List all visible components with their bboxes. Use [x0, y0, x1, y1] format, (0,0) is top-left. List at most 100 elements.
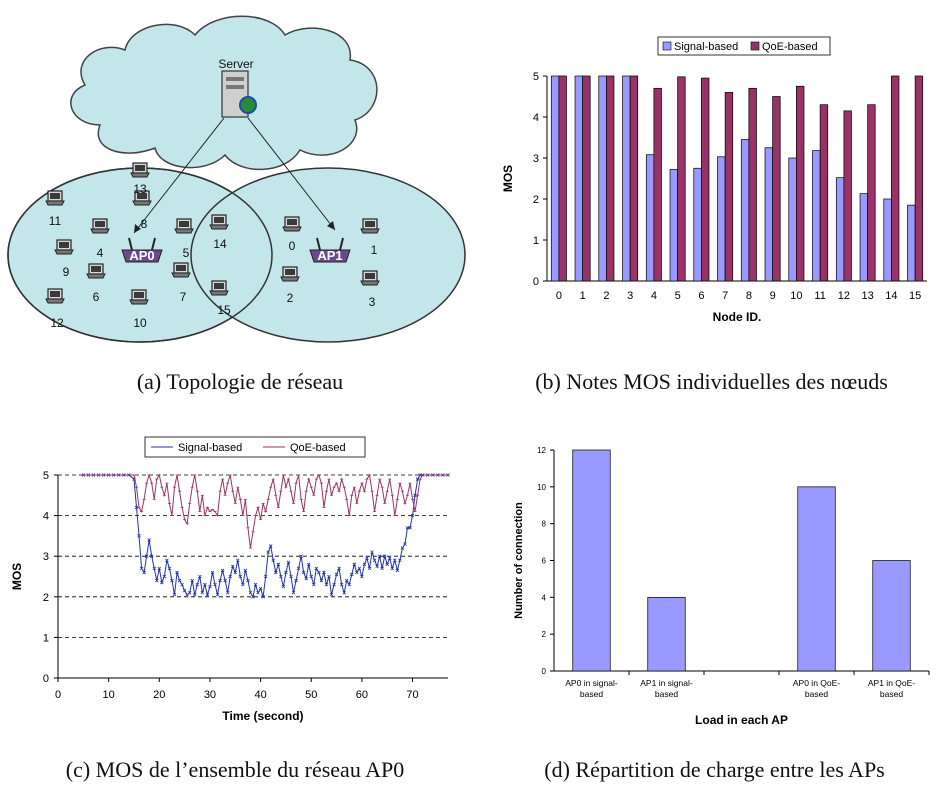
y-tick-label: 1 — [533, 235, 539, 247]
node-label-4: 4 — [97, 246, 104, 260]
node-label-13: 13 — [133, 182, 147, 196]
point-signal — [256, 590, 260, 595]
y-tick-label: 2 — [43, 592, 49, 604]
point-signal — [177, 578, 182, 583]
laptop-icon — [86, 263, 106, 279]
point-signal — [268, 544, 273, 548]
laptop-icon — [282, 216, 302, 232]
point-signal — [387, 556, 392, 561]
point-signal — [274, 570, 278, 575]
point-signal — [296, 566, 301, 571]
bar-qoe-node-7 — [724, 92, 734, 282]
point-signal — [152, 566, 157, 571]
bar-signal-node-6 — [693, 167, 702, 282]
point-signal — [149, 554, 154, 558]
legend: Signal-based QoE-based — [144, 436, 366, 458]
point-signal — [377, 554, 382, 558]
point-signal — [215, 592, 220, 597]
y-axis-label: Number of connection — [513, 502, 525, 619]
point-signal — [324, 582, 329, 587]
point-signal — [329, 592, 334, 597]
y-tick-label: 0 — [542, 667, 547, 676]
bar-qoe-node-11 — [819, 104, 829, 282]
point-signal — [347, 582, 352, 587]
x-tick-label: 4 — [651, 290, 657, 302]
x-tick-label: 0 — [556, 290, 562, 302]
point-signal — [319, 578, 324, 583]
x-axis-label: Time (second) — [222, 709, 303, 723]
y-tick-label: 6 — [542, 557, 547, 566]
ap0-router-icon — [121, 237, 163, 263]
y-tick-label: 4 — [533, 112, 539, 124]
point-signal — [410, 513, 415, 518]
y-tick-label: 8 — [542, 520, 547, 529]
point-signal — [139, 566, 144, 571]
y-tick-label: 0 — [43, 673, 49, 685]
x-tick-label: 5 — [675, 290, 681, 302]
legend-label: Signal-based — [674, 41, 738, 53]
point-signal — [314, 566, 319, 571]
point-signal — [172, 592, 177, 597]
ap1-router-icon — [309, 237, 351, 263]
node-label-8: 8 — [141, 217, 148, 231]
point-signal — [408, 525, 412, 530]
x-tick-label: 7 — [722, 290, 728, 302]
point-signal — [349, 572, 354, 577]
legend-label: QoE-based — [762, 41, 818, 53]
point-signal — [223, 578, 227, 583]
x-tick-label: 9 — [770, 290, 776, 302]
point-signal — [286, 560, 291, 565]
point-signal — [263, 574, 268, 579]
bar-qoe-node-6 — [701, 77, 710, 282]
point-signal — [147, 538, 151, 542]
bar-3 — [797, 486, 836, 672]
point-signal — [241, 582, 245, 587]
point-signal — [220, 568, 225, 573]
point-signal — [317, 570, 321, 575]
bar-qoe-node-5 — [677, 76, 686, 282]
point-signal — [210, 570, 215, 575]
line-series-signal — [83, 474, 448, 599]
point-signal — [142, 570, 146, 575]
laptop-icon — [90, 218, 110, 234]
node-label-3: 3 — [369, 295, 376, 309]
point-signal — [160, 580, 164, 585]
x-tick-label: 2 — [603, 290, 609, 302]
point-signal — [228, 574, 232, 579]
point-signal — [246, 578, 250, 583]
x-tick-label: 14 — [885, 290, 897, 302]
point-signal — [182, 588, 187, 593]
point-signal — [248, 590, 253, 595]
x-tick-label: 70 — [406, 689, 418, 701]
server-label: Server — [218, 57, 253, 71]
point-signal — [355, 570, 359, 575]
x-tick-label: 13 — [862, 290, 874, 302]
caption-c: (c) MOS de l’ensemble du réseau AP0 — [65, 757, 405, 782]
point-signal — [162, 574, 167, 579]
y-tick-label: 0 — [533, 276, 539, 288]
bar-signal-node-15 — [907, 204, 916, 282]
point-signal — [311, 582, 316, 587]
point-signal — [372, 558, 377, 563]
point-signal — [367, 566, 372, 571]
x-tick-label: 15 — [909, 290, 921, 302]
y-tick-label: 2 — [542, 630, 547, 639]
node-label-1: 1 — [371, 243, 378, 257]
x-axis-label: Load in each AP — [695, 713, 788, 727]
point-signal — [134, 505, 139, 510]
x-tick-label: 30 — [204, 689, 216, 701]
x-tick-label: 10 — [790, 290, 802, 302]
x-tick-label: AP0 in QoE-based — [793, 678, 840, 699]
point-signal — [380, 566, 384, 571]
y-tick-label: 5 — [43, 470, 49, 482]
x-tick-label: 3 — [627, 290, 633, 302]
point-signal — [332, 582, 336, 587]
bar-qoe-node-12 — [843, 110, 852, 282]
caption-d: (d) Répartition de charge entre les APs — [544, 757, 885, 782]
load-per-ap-bar-chart: 0 2 4 6 8 10 12 AP0 in signal-based AP1 in signa… — [513, 446, 930, 727]
point-signal — [170, 578, 174, 583]
point-signal — [261, 595, 265, 599]
bar-qoe-node-10 — [796, 85, 805, 282]
